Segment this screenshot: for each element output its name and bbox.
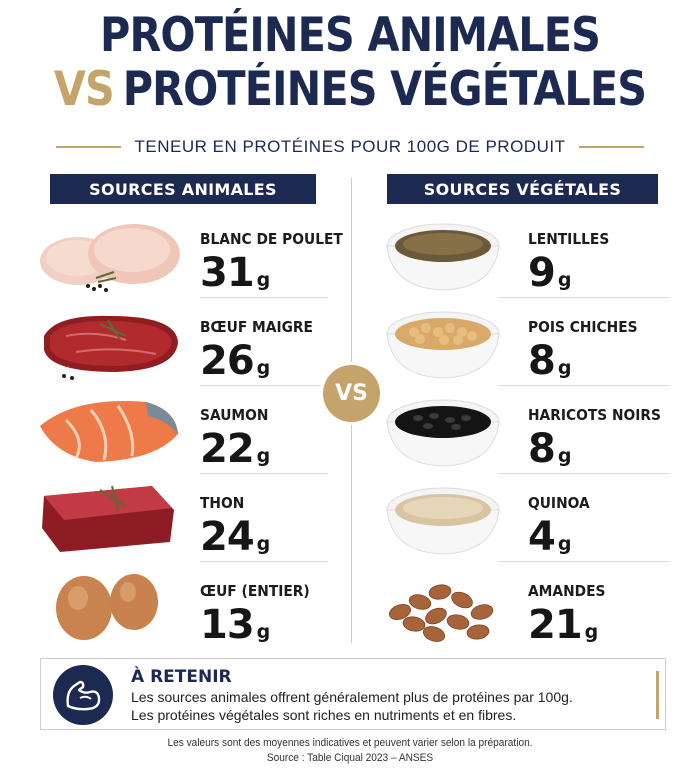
list-item: THON 24 g	[30, 474, 330, 562]
tuna-steak-icon	[42, 485, 174, 552]
list-item: BLANC DE POULET 31 g	[30, 210, 343, 298]
beef-steak-icon	[44, 315, 178, 380]
row-separator	[498, 473, 670, 474]
item-value: 24 g	[200, 514, 271, 560]
animal-sources-header: SOURCES ANIMALES	[50, 174, 316, 204]
retenir-line-2: Les protéines végétales sont riches en n…	[131, 707, 517, 723]
list-item: BŒUF MAIGRE 26 g	[30, 298, 330, 386]
item-label: POIS CHICHES	[528, 318, 638, 336]
title-line-2-text: PROTÉINES VÉGÉTALES	[122, 62, 647, 117]
list-item: AMANDES 21 g	[380, 562, 670, 650]
retenir-accent-bar	[656, 671, 659, 719]
item-label: QUINOA	[528, 494, 590, 512]
row-separator	[200, 297, 328, 298]
eggs-icon	[56, 574, 158, 640]
list-item: ŒUF (ENTIER) 13 g	[30, 562, 330, 650]
flexed-bicep-icon	[53, 665, 113, 725]
item-label: THON	[200, 494, 245, 512]
subtitle-rule-left	[56, 146, 121, 148]
item-label: HARICOTS NOIRS	[528, 406, 661, 424]
black-beans-bowl-icon	[386, 399, 500, 467]
title-vs: VS	[53, 62, 115, 117]
row-separator	[498, 385, 670, 386]
salmon-icon	[40, 401, 178, 462]
subtitle: TENEUR EN PROTÉINES POUR 100G DE PRODUIT	[134, 137, 566, 156]
title-line-2: VS PROTÉINES VÉGÉTALES	[42, 62, 658, 117]
item-value: 31 g	[200, 250, 271, 296]
item-label: SAUMON	[200, 406, 269, 424]
footnote-disclaimer: Les valeurs sont des moyennes indicative…	[167, 737, 533, 749]
retenir-title: À RETENIR	[131, 667, 232, 687]
row-separator	[200, 385, 328, 386]
item-label: BŒUF MAIGRE	[200, 318, 313, 336]
chickpeas-bowl-icon	[386, 311, 500, 379]
item-value: 26 g	[200, 338, 271, 384]
item-label: LENTILLES	[528, 230, 610, 248]
item-label: ŒUF (ENTIER)	[200, 582, 310, 600]
lentils-bowl-icon	[386, 223, 500, 291]
list-item: SAUMON 22 g	[30, 386, 330, 474]
vs-badge: VS	[323, 365, 380, 422]
almonds-icon	[388, 584, 494, 642]
row-separator	[498, 561, 670, 562]
retenir-line-1: Les sources animales offrent généralemen…	[131, 689, 573, 705]
item-label: AMANDES	[528, 582, 606, 600]
quinoa-bowl-icon	[386, 487, 500, 555]
footnote-source: Source : Table Ciqual 2023 – ANSES	[266, 752, 434, 764]
vegetal-sources-header: SOURCES VÉGÉTALES	[387, 174, 658, 204]
title-line-1: PROTÉINES ANIMALES	[100, 8, 601, 63]
item-value: 21 g	[528, 602, 599, 648]
row-separator	[498, 297, 670, 298]
chicken-breast-icon	[40, 224, 180, 292]
item-label: BLANC DE POULET	[200, 230, 343, 248]
subtitle-row: TENEUR EN PROTÉINES POUR 100G DE PRODUIT	[56, 134, 644, 160]
retenir-box: À RETENIR Les sources animales offrent g…	[40, 658, 666, 730]
item-value: 13 g	[200, 602, 271, 648]
subtitle-rule-right	[579, 146, 644, 148]
row-separator	[200, 473, 328, 474]
item-value: 22 g	[200, 426, 271, 472]
row-separator	[200, 561, 328, 562]
